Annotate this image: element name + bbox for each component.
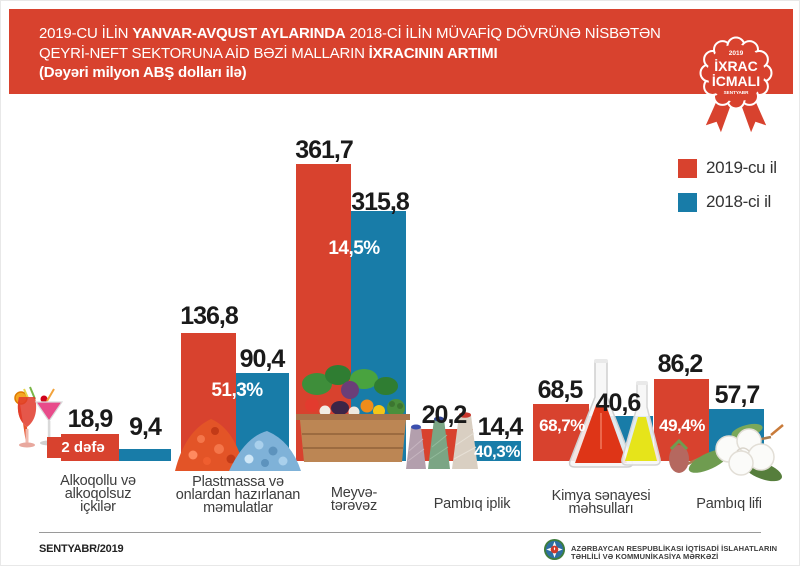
badge-year: 2019 [729, 50, 744, 57]
growth-plastics: 51,3% [211, 380, 263, 401]
value-plastics-2019: 136,8 [180, 302, 239, 330]
footer-date: SENTYABR/2019 [39, 543, 124, 555]
value-vegetables-2018: 315,8 [351, 188, 410, 216]
legend-swatch-2019 [678, 158, 697, 178]
category-label-plastics: Plastmassa və onlardan hazırlanan məmula… [175, 474, 301, 516]
badge-word1: İXRAC [714, 58, 758, 74]
value-cotton-2019: 86,2 [657, 350, 704, 378]
category-label-cotton: Pambıq lifi [696, 496, 762, 512]
legend-swatch-2018 [678, 192, 697, 212]
header-banner: 2019-CU İLİN YANVAR-AVQUST AYLARINDA 201… [9, 9, 793, 94]
badge-scallop [699, 36, 773, 110]
category-label-drinks: Alkoqollu və alkoqolsuz içkilər [60, 473, 136, 515]
footer-organization: AZƏRBAYCAN RESPUBLİKASI İQTİSADİ İSLAHAT… [571, 544, 778, 561]
state-emblem-icon [543, 538, 566, 561]
yarn-image [406, 412, 478, 469]
category-label-yarn: Pambıq iplik [433, 496, 511, 512]
title-line-2: QEYRİ-NEFT SEKTORUNA AİD BƏZİ MALLARIN İ… [39, 44, 498, 62]
growth-yarn: 40,3% [474, 442, 520, 461]
category-label-vegetables: Meyvə- tərəvəz [330, 485, 378, 514]
plastics-image [175, 419, 301, 471]
legend-label-2018: 2018-ci il [706, 192, 772, 211]
cotton-image [669, 423, 784, 482]
legend: 2019-cu il 2018-ci il [678, 158, 777, 226]
vegetables-image [296, 365, 410, 462]
category-label-chemistry: Kimya sənayesi məhsulları [551, 488, 651, 517]
value-chemistry-2019: 68,5 [537, 376, 584, 404]
value-plastics-2018: 90,4 [239, 345, 286, 373]
value-drinks-2018: 9,4 [129, 413, 162, 441]
value-vegetables-2019: 361,7 [295, 136, 354, 164]
footer-divider [39, 532, 761, 533]
value-yarn-2018: 14,4 [477, 413, 524, 441]
export-review-badge: 2019 İXRAC İCMALI SENTYABR [699, 36, 773, 138]
value-chemistry-2018: 40,6 [595, 389, 642, 417]
value-yarn-2019: 20,2 [421, 401, 468, 429]
badge-month: SENTYABR [724, 90, 750, 95]
legend-item-2018: 2018-ci il [678, 192, 777, 212]
growth-vegetables: 14,5% [328, 238, 380, 259]
flasks-image [568, 359, 661, 468]
legend-label-2019: 2019-cu il [706, 158, 777, 177]
growth-chemistry: 68,7% [539, 416, 585, 435]
title-subtitle: (Dəyəri milyon ABŞ dolları ilə) [39, 64, 247, 81]
legend-item-2019: 2019-cu il [678, 158, 777, 178]
value-drinks-2019: 18,9 [67, 405, 114, 433]
drinks-image [14, 386, 64, 448]
growth-drinks: 2 dəfə [47, 437, 119, 458]
value-cotton-2018: 57,7 [714, 381, 761, 409]
badge-word2: İCMALI [712, 73, 760, 89]
title-line-1: 2019-CU İLİN YANVAR-AVQUST AYLARINDA 201… [39, 25, 661, 42]
growth-cotton: 49,4% [659, 416, 705, 435]
bar-drinks-2018 [119, 449, 171, 461]
bar-yarn-2018 [473, 441, 521, 461]
